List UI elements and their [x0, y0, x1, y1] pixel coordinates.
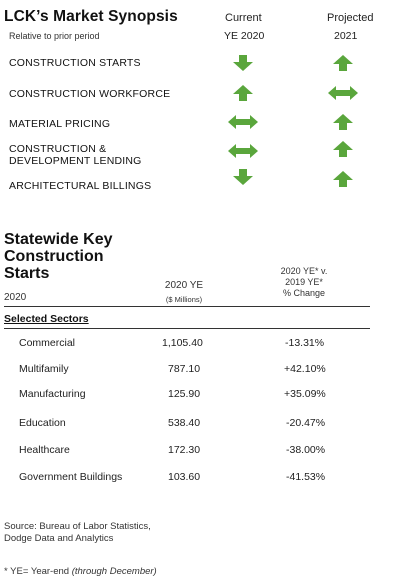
section-rule [4, 328, 370, 329]
column-current-header: Current [225, 12, 262, 24]
row-label-material-pricing: MATERIAL PRICING [9, 118, 111, 130]
row-label-architectural-billings: ARCHITECTURAL BILLINGS [9, 180, 152, 192]
column-ye-header: 2020 YE [164, 280, 204, 291]
source-line-1: Source: Bureau of Labor Statistics, [4, 521, 151, 532]
footnote-italic: (through December) [71, 566, 157, 577]
sector-name: Multifamily [19, 363, 69, 375]
arrow-left-right-icon [228, 114, 258, 130]
synopsis-subtitle: Relative to prior period [9, 31, 100, 41]
row-label-line-1: CONSTRUCTION & [9, 143, 107, 155]
selected-sectors-heading: Selected Sectors [4, 313, 89, 325]
sector-name: Healthcare [19, 444, 70, 456]
sector-name: Government Buildings [19, 471, 123, 483]
synopsis-title: LCK’s Market Synopsis [4, 8, 178, 25]
table-row: Multifamily 787.10 +42.10% [0, 363, 400, 381]
sector-change: -13.31% [285, 337, 325, 349]
table-row: Education 538.40 -20.47% [0, 417, 400, 435]
sector-value: 787.10 [168, 363, 201, 375]
arrow-left-right-icon [328, 85, 358, 101]
table-row: Government Buildings 103.60 -41.53% [0, 471, 400, 489]
sector-change: -41.53% [286, 471, 326, 483]
row-label-construction-development-lending: CONSTRUCTION & DEVELOPMENT LENDING [9, 143, 142, 167]
sector-value: 1,105.40 [162, 337, 203, 349]
column-current-period: YE 2020 [224, 30, 265, 42]
source-line-2: Dodge Data and Analytics [4, 533, 114, 544]
table-row: Commercial 1,105.40 -13.31% [0, 337, 400, 355]
arrow-up-icon [228, 85, 258, 101]
sector-name: Education [19, 417, 66, 429]
row-label-line-2: DEVELOPMENT LENDING [9, 155, 142, 167]
column-projected-period: 2021 [334, 30, 358, 42]
column-change-line-1: 2020 YE* v. [280, 266, 328, 276]
arrow-up-icon [328, 114, 358, 130]
starts-title: Statewide Key Construction Starts [4, 231, 112, 282]
arrow-down-icon [228, 55, 258, 71]
arrow-up-icon [328, 141, 358, 157]
table-header-rule [4, 306, 370, 307]
footnote-text: * YE= Year-end [4, 566, 72, 577]
arrow-up-icon [328, 171, 358, 187]
column-change-header: 2020 YE* v. 2019 YE* % Change [264, 266, 344, 299]
sector-change: +35.09% [284, 388, 326, 400]
column-change-line-2: 2019 YE* [285, 277, 323, 287]
sector-change: -38.00% [286, 444, 326, 456]
column-projected-header: Projected [327, 12, 374, 24]
sector-change: +42.10% [284, 363, 326, 375]
sector-value: 538.40 [168, 417, 201, 429]
table-row: Manufacturing 125.90 +35.09% [0, 388, 400, 406]
arrow-down-icon [228, 169, 258, 185]
sector-value: 172.30 [168, 444, 201, 456]
sector-change: -20.47% [286, 417, 326, 429]
starts-title-line-2: Construction [4, 248, 104, 265]
row-label-construction-starts: CONSTRUCTION STARTS [9, 57, 141, 69]
sector-value: 125.90 [168, 388, 201, 400]
arrow-left-right-icon [228, 143, 258, 159]
sector-value: 103.60 [168, 471, 201, 483]
column-ye-units: ($ Millions) [165, 295, 203, 304]
footnote: * YE= Year-end (through December) [4, 566, 157, 578]
starts-title-line-1: Statewide Key [4, 231, 113, 248]
starts-year: 2020 [4, 292, 27, 303]
table-row: Healthcare 172.30 -38.00% [0, 444, 400, 462]
sector-name: Manufacturing [19, 388, 86, 400]
source-note: Source: Bureau of Labor Statistics, Dodg… [4, 521, 151, 545]
column-change-line-3: % Change [282, 288, 326, 298]
arrow-up-icon [328, 55, 358, 71]
row-label-construction-workforce: CONSTRUCTION WORKFORCE [9, 88, 171, 100]
sector-name: Commercial [19, 337, 76, 349]
starts-title-line-3: Starts [4, 265, 50, 282]
